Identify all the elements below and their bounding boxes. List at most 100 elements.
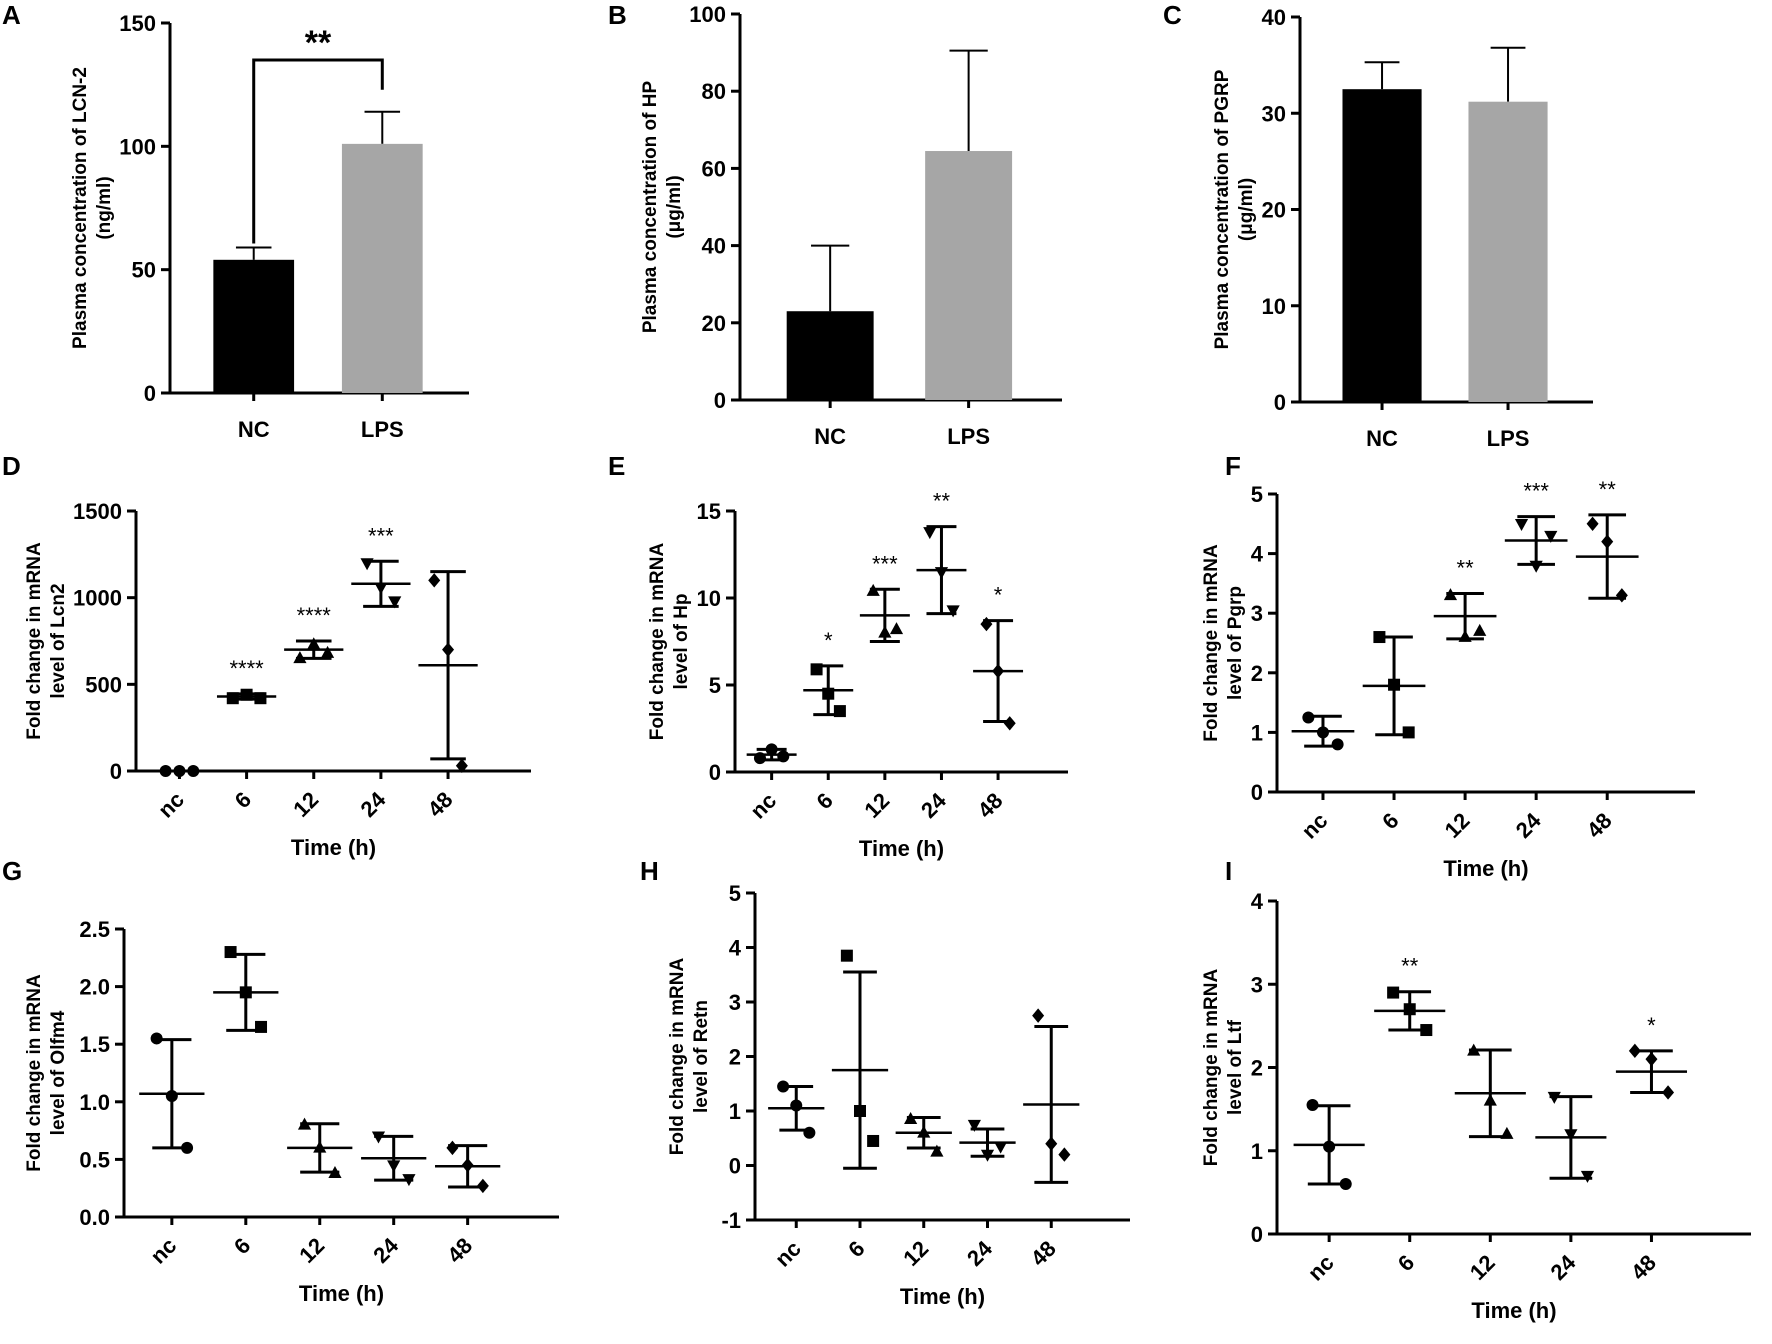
x-tick-label: 24: [368, 1232, 404, 1268]
y-axis-label: Fold change in mRNA: [1201, 544, 1222, 742]
x-tick-label: 48: [423, 787, 458, 822]
diamond-marker: [980, 616, 993, 632]
panel-letter: F: [1225, 451, 1241, 481]
x-tick-label: NC: [238, 417, 270, 442]
square-marker: [255, 1020, 268, 1033]
x-tick-label: 12: [898, 1236, 933, 1271]
x-tick-label: 24: [355, 786, 391, 822]
y-axis-label: Plasma concentration of HP: [640, 81, 661, 334]
y-tick-label: 2: [1251, 661, 1263, 686]
panel-b: B 0 20 40 60 80 100 Plasma concentration of HP(…: [608, 0, 1062, 449]
x-tick-label: 48: [1626, 1250, 1661, 1285]
y-tick-label: 1500: [73, 499, 122, 524]
x-tick-label: LPS: [947, 424, 990, 449]
x-tick-label: 24: [962, 1235, 998, 1271]
x-tick-label: 48: [1026, 1236, 1061, 1271]
diamond-marker: [446, 1140, 459, 1156]
y-tick-label: 100: [119, 134, 156, 159]
y-tick-label: 0: [144, 381, 156, 406]
y-tick-label: 150: [119, 11, 156, 36]
y-tick-label: 3: [1251, 972, 1263, 997]
y-tick-label: 2: [729, 1045, 741, 1070]
y-tick-label: 1: [1251, 1139, 1263, 1164]
x-tick-label: 48: [1582, 808, 1617, 843]
bar-nc: [213, 259, 295, 393]
panel-letter: H: [640, 856, 659, 886]
significance-label: **: [305, 24, 332, 62]
significance-label: *: [994, 583, 1003, 608]
panel-letter: I: [1225, 856, 1232, 886]
x-tick-label: 6: [843, 1236, 869, 1262]
y-tick-label: 5: [729, 881, 741, 906]
y-axis-label: (ng/ml): [94, 176, 115, 239]
y-tick-label: 3: [729, 990, 741, 1015]
x-tick-label: 12: [1465, 1250, 1500, 1285]
x-tick-label: 48: [442, 1233, 477, 1268]
y-axis-label: Plasma concentration of LCN-2: [70, 67, 91, 349]
y-tick-label: 0.0: [79, 1205, 110, 1230]
square-marker: [840, 949, 853, 962]
bar-nc: [1342, 89, 1422, 402]
y-tick-label: -1: [721, 1208, 741, 1233]
x-tick-label: 12: [294, 1233, 329, 1268]
x-tick-label: nc: [146, 1233, 182, 1269]
x-tick-label: nc: [745, 788, 781, 824]
x-tick-label: LPS: [1487, 426, 1530, 451]
significance-label: **: [1457, 556, 1475, 581]
panel-c: C 0 10 20 30 40 Plasma concentration of PGRP (μ…: [1163, 0, 1593, 451]
significance-label: ***: [872, 551, 898, 576]
panel-letter: B: [608, 0, 627, 30]
diamond-marker: [1032, 1008, 1045, 1023]
y-tick-label: 0: [1274, 390, 1286, 415]
y-tick-label: 4: [1251, 542, 1264, 567]
triangle-up-marker: [320, 645, 335, 658]
diamond-marker: [428, 573, 441, 588]
x-axis-label: Time (h): [859, 836, 944, 861]
y-tick-label: 1.5: [79, 1032, 110, 1057]
square-marker: [1402, 726, 1415, 739]
y-axis-label: Fold change in mRNA: [1201, 969, 1222, 1167]
significance-label: ***: [368, 523, 394, 548]
significance-label: ***: [1523, 479, 1549, 504]
y-tick-label: 10: [1262, 294, 1286, 319]
x-tick-label: 24: [1511, 807, 1547, 843]
y-tick-label: 20: [1262, 198, 1286, 223]
y-tick-label: 1: [729, 1099, 741, 1124]
y-tick-label: 3: [1251, 601, 1263, 626]
y-tick-label: 60: [702, 156, 726, 181]
x-tick-label: 24: [1545, 1249, 1581, 1285]
bar-lps: [1468, 101, 1548, 402]
x-tick-label: 24: [916, 787, 952, 823]
panel-letter: C: [1163, 0, 1182, 30]
y-tick-label: 0: [729, 1154, 741, 1179]
significance-label: **: [1599, 477, 1617, 502]
x-tick-label: LPS: [361, 417, 404, 442]
y-axis-label: Fold change in mRNA: [24, 542, 45, 740]
y-tick-label: 5: [1251, 482, 1263, 507]
triangle-down-marker: [946, 605, 960, 618]
y-tick-label: 20: [702, 311, 726, 336]
significance-label: **: [1401, 954, 1419, 979]
x-tick-label: nc: [153, 787, 189, 823]
diamond-marker: [1058, 1147, 1071, 1162]
y-tick-label: 0: [1251, 1222, 1263, 1247]
y-tick-label: 30: [1262, 101, 1286, 126]
triangle-up-marker: [889, 622, 904, 635]
square-marker: [867, 1134, 880, 1147]
y-tick-label: 0: [110, 759, 122, 784]
y-tick-label: 40: [702, 234, 726, 259]
triangle-down-marker: [967, 1119, 981, 1132]
significance-label: *: [824, 628, 833, 653]
y-tick-label: 2: [1251, 1056, 1263, 1081]
diamond-marker: [1586, 516, 1599, 531]
x-tick-label: 12: [288, 787, 323, 822]
y-axis-label: level of Pgrp: [1225, 586, 1246, 700]
x-tick-label: nc: [1297, 808, 1333, 844]
y-axis-label: Fold change in mRNA: [647, 543, 668, 741]
x-tick-label: NC: [814, 424, 846, 449]
y-tick-label: 500: [85, 672, 122, 697]
x-tick-label: 6: [229, 1233, 255, 1259]
